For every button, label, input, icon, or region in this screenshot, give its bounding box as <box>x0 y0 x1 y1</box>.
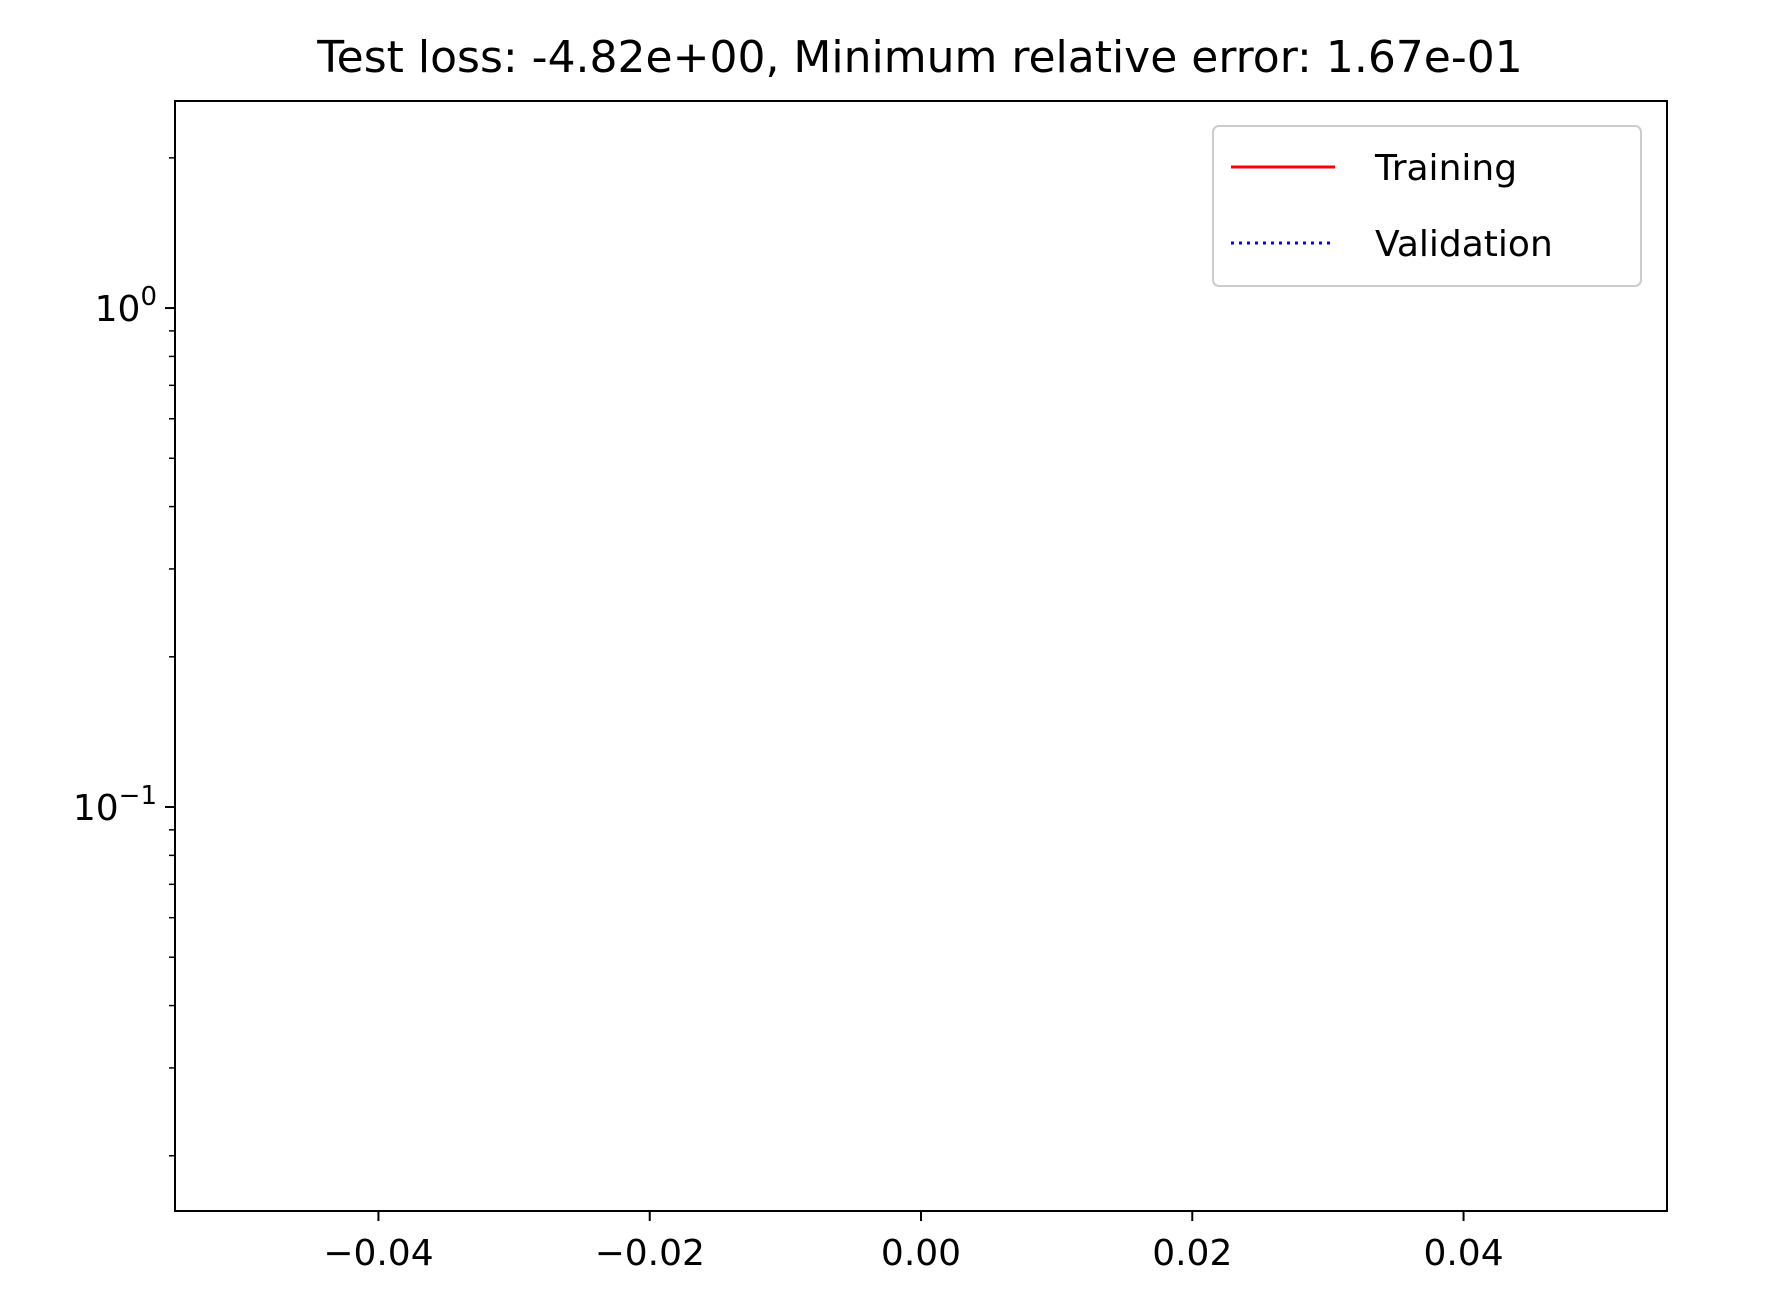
x-tick-label-2: 0.00 <box>881 1233 961 1274</box>
x-tick-label-4: 0.04 <box>1423 1233 1503 1274</box>
x-tick-label-0: −0.04 <box>323 1233 433 1274</box>
legend-label-validation: Validation <box>1375 224 1553 265</box>
y-tick-label-1: 10−1 <box>73 781 157 829</box>
chart-title: Test loss: -4.82e+00, Minimum relative e… <box>316 32 1523 83</box>
y-tick-label-0: 100 <box>95 282 157 330</box>
legend: Training Validation <box>1212 125 1642 287</box>
x-tick-label-1: −0.02 <box>595 1233 705 1274</box>
legend-label-training: Training <box>1374 148 1517 189</box>
y-axis: 100 10−1 <box>73 157 175 1157</box>
x-axis: −0.04 −0.02 0.00 0.02 0.04 <box>323 1211 1504 1274</box>
x-tick-label-3: 0.02 <box>1152 1233 1232 1274</box>
